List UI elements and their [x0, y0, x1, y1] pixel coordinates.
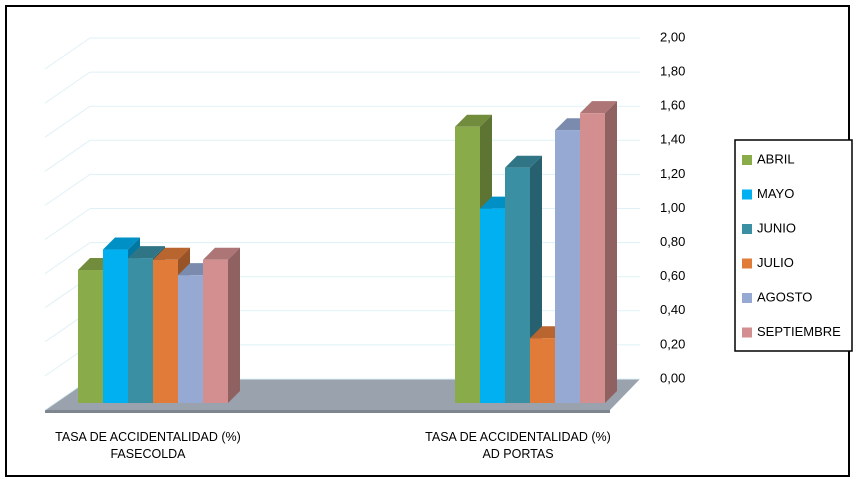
grid-line-wall [44, 173, 91, 206]
legend-swatch [742, 258, 752, 269]
floor-edge [45, 410, 610, 413]
bar [178, 275, 203, 403]
legend-label: SEPTIEMBRE [757, 324, 841, 339]
bar [153, 259, 178, 403]
y-tick-label: 2,00 [660, 29, 685, 44]
y-tick-label: 1,60 [660, 98, 685, 113]
y-tick-label: 0,40 [660, 302, 685, 317]
y-tick-label: 0,00 [660, 370, 685, 385]
bar [530, 338, 555, 403]
legend-swatch [742, 189, 752, 200]
grid-line-wall [44, 208, 91, 240]
x-tick-label: TASA DE ACCIDENTALIDAD (%) FASECOLDA [55, 430, 241, 461]
bar-top [505, 155, 542, 168]
bar [78, 270, 103, 403]
legend-label: MAYO [757, 186, 794, 201]
y-tick-label: 0,60 [660, 268, 685, 283]
x-tick-label: TASA DE ACCIDENTALIDAD (%) AD PORTAS [425, 430, 611, 461]
grid-line-wall [44, 71, 91, 104]
legend-label: ABRIL [757, 151, 795, 166]
grid-line-wall [44, 242, 91, 275]
legend-swatch [742, 327, 752, 338]
y-tick-label: 0,20 [660, 336, 685, 351]
legend-label: AGOSTO [757, 289, 812, 304]
bar-top [103, 237, 140, 250]
grid-line-wall [44, 105, 91, 138]
bar-top [203, 247, 240, 260]
bar-top [153, 247, 190, 260]
bar-top [455, 114, 492, 127]
legend-label: JUNIO [757, 220, 796, 235]
y-tick-label: 0,80 [660, 234, 685, 249]
bar-side [228, 247, 240, 403]
grid-line-wall [44, 139, 91, 172]
bar [505, 167, 530, 403]
bar-top [128, 246, 165, 259]
y-tick-label: 1,20 [660, 166, 685, 181]
legend-swatch [742, 224, 752, 234]
legend-box [734, 139, 853, 352]
bar [455, 126, 480, 403]
y-tick-label: 1,00 [660, 200, 685, 215]
legend-swatch [742, 293, 752, 303]
bar-side [605, 101, 617, 404]
bar [580, 113, 605, 404]
bar [555, 130, 580, 403]
bar [480, 208, 505, 403]
legend-label: JULIO [757, 255, 794, 270]
legend-swatch [742, 155, 752, 165]
grid-line-wall [44, 37, 91, 70]
bar [103, 249, 128, 403]
y-tick-label: 1,40 [660, 132, 685, 147]
bar-top [580, 101, 617, 114]
y-tick-label: 1,80 [660, 64, 685, 79]
bar [128, 258, 153, 403]
bar [203, 259, 228, 403]
